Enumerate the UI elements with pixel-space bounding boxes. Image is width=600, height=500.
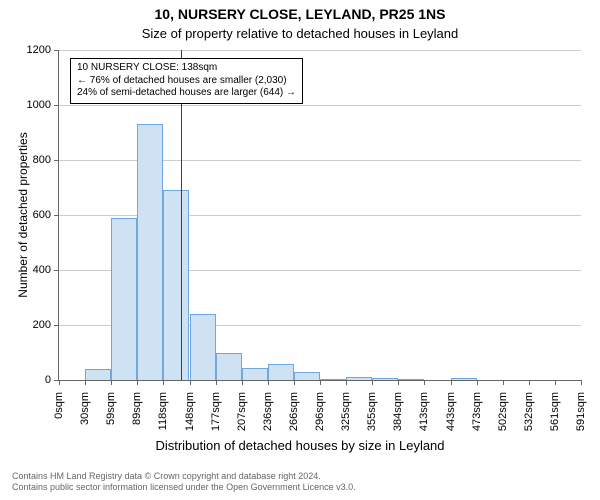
chart-container: 10, NURSERY CLOSE, LEYLAND, PR25 1NS Siz… xyxy=(0,0,600,500)
x-tick-label: 591sqm xyxy=(575,392,587,431)
x-tick-label: 473sqm xyxy=(471,392,483,431)
x-tick-label: 118sqm xyxy=(157,392,169,430)
x-tick-mark xyxy=(137,380,138,385)
page-title: 10, NURSERY CLOSE, LEYLAND, PR25 1NS xyxy=(0,6,600,22)
histogram-bar xyxy=(242,368,268,380)
x-tick-label: 236sqm xyxy=(262,392,274,431)
annotation-line-1: 10 NURSERY CLOSE: 138sqm xyxy=(77,62,296,75)
x-tick-label: 443sqm xyxy=(445,392,457,431)
histogram-bar xyxy=(372,378,398,380)
x-tick-label: 148sqm xyxy=(184,392,196,431)
x-tick-label: 296sqm xyxy=(314,392,326,431)
x-tick-label: 384sqm xyxy=(392,392,404,431)
histogram-bar xyxy=(320,379,346,380)
x-tick-mark xyxy=(216,380,217,385)
histogram-bar xyxy=(85,369,111,380)
x-tick-label: 266sqm xyxy=(288,392,300,431)
x-tick-mark xyxy=(581,380,582,385)
histogram-bar xyxy=(398,379,424,380)
x-tick-mark xyxy=(242,380,243,385)
x-tick-label: 89sqm xyxy=(131,392,143,425)
x-axis-label: Distribution of detached houses by size … xyxy=(0,438,600,453)
annotation-line-2: ← 76% of detached houses are smaller (2,… xyxy=(77,75,296,88)
y-tick-label: 600 xyxy=(33,209,59,221)
histogram-bar xyxy=(111,218,137,380)
x-tick-label: 30sqm xyxy=(79,392,91,425)
x-tick-mark xyxy=(529,380,530,385)
x-tick-mark xyxy=(85,380,86,385)
x-tick-mark xyxy=(59,380,60,385)
x-tick-label: 0sqm xyxy=(53,392,65,419)
x-tick-mark xyxy=(503,380,504,385)
y-tick-label: 1200 xyxy=(27,44,59,56)
gridline xyxy=(59,105,581,106)
x-tick-mark xyxy=(111,380,112,385)
x-tick-mark xyxy=(163,380,164,385)
x-tick-label: 355sqm xyxy=(366,392,378,431)
footer-line-2: Contains public sector information licen… xyxy=(12,482,356,493)
x-tick-mark xyxy=(372,380,373,385)
x-tick-label: 325sqm xyxy=(340,392,352,431)
histogram-bar xyxy=(294,372,320,380)
histogram-bar xyxy=(216,353,242,381)
histogram-bar xyxy=(451,378,477,380)
y-tick-label: 800 xyxy=(33,154,59,166)
x-tick-mark xyxy=(424,380,425,385)
histogram-bar xyxy=(163,190,189,380)
y-tick-label: 1000 xyxy=(27,99,59,111)
gridline xyxy=(59,50,581,51)
x-tick-mark xyxy=(555,380,556,385)
footer-line-1: Contains HM Land Registry data © Crown c… xyxy=(12,471,356,482)
x-tick-mark xyxy=(268,380,269,385)
x-tick-label: 561sqm xyxy=(549,392,561,431)
x-tick-label: 177sqm xyxy=(210,392,222,431)
histogram-bar xyxy=(346,377,372,380)
x-tick-label: 207sqm xyxy=(236,392,248,431)
y-tick-label: 200 xyxy=(33,319,59,331)
histogram-bar xyxy=(190,314,216,380)
x-tick-mark xyxy=(398,380,399,385)
x-tick-mark xyxy=(477,380,478,385)
x-tick-label: 502sqm xyxy=(497,392,509,431)
y-tick-label: 400 xyxy=(33,264,59,276)
footer-attribution: Contains HM Land Registry data © Crown c… xyxy=(12,471,356,494)
x-tick-label: 59sqm xyxy=(105,392,117,425)
histogram-bar xyxy=(268,364,294,380)
x-tick-mark xyxy=(190,380,191,385)
x-tick-label: 532sqm xyxy=(523,392,535,431)
x-tick-mark xyxy=(346,380,347,385)
x-tick-mark xyxy=(451,380,452,385)
x-tick-mark xyxy=(294,380,295,385)
x-tick-mark xyxy=(320,380,321,385)
histogram-bar xyxy=(137,124,163,380)
y-tick-label: 0 xyxy=(45,374,59,386)
x-tick-label: 413sqm xyxy=(418,392,430,431)
annotation-line-3: 24% of semi-detached houses are larger (… xyxy=(77,87,296,100)
annotation-box: 10 NURSERY CLOSE: 138sqm ← 76% of detach… xyxy=(70,58,303,104)
page-subtitle: Size of property relative to detached ho… xyxy=(0,26,600,41)
